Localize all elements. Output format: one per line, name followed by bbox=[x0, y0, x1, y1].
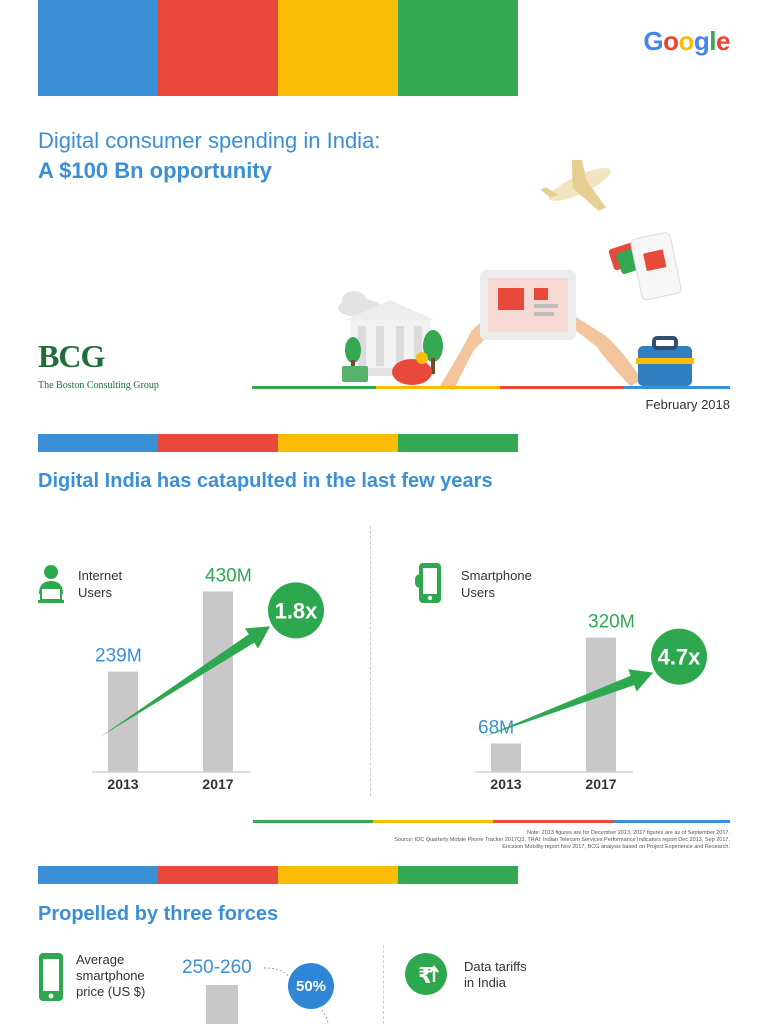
publication-date: February 2018 bbox=[645, 397, 730, 412]
section-title: Propelled by three forces bbox=[38, 903, 279, 925]
bar-value-number: 320 bbox=[588, 612, 620, 633]
bar-value-number: 430 bbox=[205, 565, 237, 586]
google-logo: Google bbox=[643, 26, 730, 56]
bar-value-label: 430M bbox=[205, 565, 252, 586]
growth-badge-label: 4.7x bbox=[658, 645, 702, 670]
metric-label: Internet Users bbox=[78, 568, 123, 600]
bar-2017 bbox=[586, 637, 616, 772]
bar-2013 bbox=[491, 743, 521, 772]
section-divider-stripe bbox=[38, 866, 518, 884]
tablet-icon bbox=[480, 270, 576, 340]
x-tick-label: 2017 bbox=[202, 776, 233, 792]
x-tick-label: 2013 bbox=[107, 776, 138, 792]
banner-yellow bbox=[278, 0, 398, 96]
bar-value-unit: M bbox=[620, 612, 635, 632]
panel-separator bbox=[383, 945, 384, 1024]
x-tick-label: 2013 bbox=[490, 776, 521, 792]
airplane-icon bbox=[540, 160, 611, 211]
header-illustration bbox=[252, 160, 730, 390]
smartphone-icon bbox=[39, 953, 63, 1001]
price-change-badge: 50% bbox=[288, 963, 334, 1009]
growth-badge bbox=[268, 582, 324, 639]
chart-panel-smartphone: Smartphone Users 68 M 2013 320M 2017 4.7x bbox=[383, 520, 753, 810]
banknote-icon bbox=[342, 366, 368, 382]
bar-value-label: 320M bbox=[588, 612, 635, 633]
bar-2017 bbox=[203, 591, 233, 772]
source-notes: Note: 2013 figures are for December 2013… bbox=[394, 830, 730, 850]
user-at-computer-icon bbox=[38, 565, 64, 603]
suitcase-icon bbox=[636, 336, 694, 386]
smartphone-users-chart: 68 M 2013 320M 2017 4.7x bbox=[475, 612, 707, 792]
growth-arrow bbox=[100, 626, 270, 737]
bar-value-number: 239 bbox=[95, 646, 127, 667]
growth-badge-label: 1.8x bbox=[275, 598, 319, 623]
banner-blue bbox=[38, 0, 158, 96]
bcg-logo: BCG bbox=[38, 338, 105, 374]
bar-value-unit: M bbox=[127, 646, 142, 666]
page-title-line2: A $100 Bn opportunity bbox=[38, 158, 272, 183]
price-bar bbox=[206, 985, 238, 1024]
bar-value-number: 68 bbox=[478, 717, 499, 738]
page-title-line1: Digital consumer spending in India: bbox=[38, 128, 381, 153]
metric-label: Smartphone Users bbox=[461, 568, 532, 600]
banner-red bbox=[158, 0, 278, 96]
growth-arrow bbox=[483, 669, 653, 737]
section-divider-stripe bbox=[38, 434, 518, 452]
force-label: Average smartphone price (US $) bbox=[76, 952, 146, 999]
bar-value-unit: M bbox=[237, 565, 252, 585]
growth-badge bbox=[651, 628, 707, 685]
piggy-bank-icon bbox=[392, 352, 432, 385]
left-hand-icon bbox=[440, 318, 490, 390]
bar-value-label: 239M bbox=[95, 646, 142, 667]
chart-panel-internet: Internet Users 239M 2013 430M 2017 1.8x bbox=[0, 520, 370, 810]
svg-text:₹: ₹ bbox=[418, 964, 433, 989]
x-tick-label: 2017 bbox=[585, 776, 616, 792]
force-label: Data tariffs in India bbox=[464, 959, 527, 990]
top-color-banner bbox=[38, 0, 518, 96]
smartphone-icon bbox=[415, 563, 441, 603]
panel-separator bbox=[370, 526, 371, 796]
notes-underline bbox=[253, 820, 730, 823]
bcg-company-name: The Boston Consulting Group bbox=[38, 380, 159, 391]
rupee-icon: ₹ bbox=[405, 953, 447, 995]
right-hand-icon bbox=[562, 312, 642, 386]
gift-phone-icon bbox=[630, 232, 682, 301]
banner-green bbox=[398, 0, 518, 96]
dotted-connector bbox=[263, 967, 329, 1024]
smartphone-price-value: 250-260 bbox=[182, 957, 252, 978]
section-title: Digital India has catapulted in the last… bbox=[38, 470, 493, 492]
